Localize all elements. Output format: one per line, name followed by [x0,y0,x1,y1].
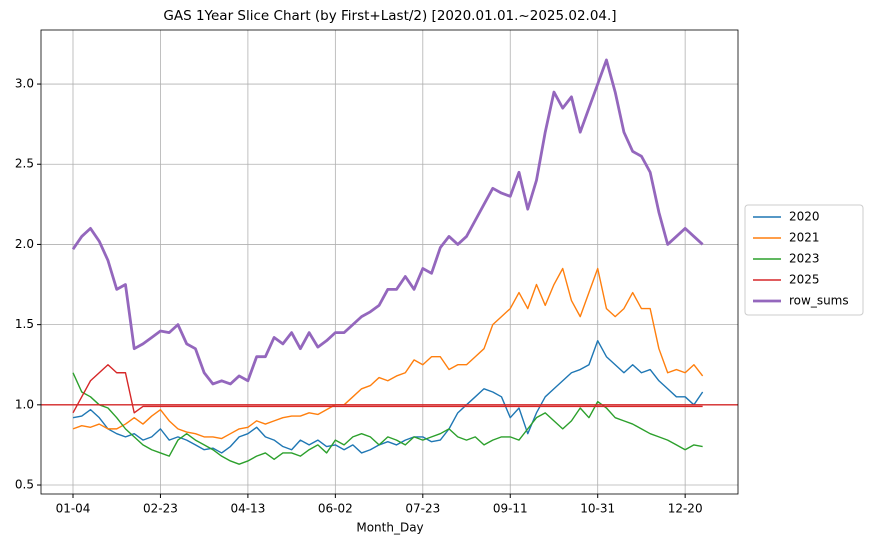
x-tick-label: 01-04 [56,502,91,516]
y-tick-label: 3.0 [15,77,34,91]
y-tick-label: 1.0 [15,397,34,411]
legend-box [744,204,864,316]
y-tick-label: 2.0 [15,237,34,251]
x-tick-label: 09-11 [493,502,528,516]
legend-label: 2023 [789,252,820,266]
chart-title: GAS 1Year Slice Chart (by First+Last/2) … [163,8,616,24]
series-line [72,372,703,465]
y-tick-label: 1.5 [15,317,34,331]
series-line [71,58,704,386]
legend-label: 2021 [789,231,820,245]
legend-label: row_sums [789,294,849,308]
legend-label: 2020 [789,210,820,224]
x-tick-label: 06-02 [318,502,353,516]
y-tick-label: 2.5 [15,157,34,171]
plot-frame [40,29,739,495]
series-line [72,267,704,440]
legend-label: 2025 [789,273,820,287]
x-tick-label: 04-13 [230,502,265,516]
x-axis-label: Month_Day [356,521,423,535]
y-tick-label: 0.5 [15,478,34,492]
x-tick-label: 12-20 [668,502,703,516]
x-tick-label: 02-23 [143,502,178,516]
x-tick-label: 07-23 [405,502,440,516]
series-line [72,339,704,454]
x-tick-label: 10-31 [580,502,615,516]
series-line [72,364,703,414]
